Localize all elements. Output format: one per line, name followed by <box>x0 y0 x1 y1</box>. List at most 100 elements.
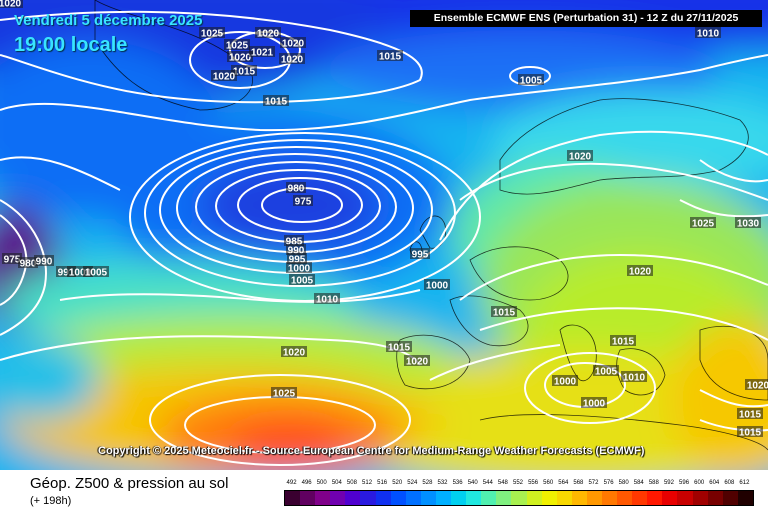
isobar-label: 1025 <box>273 389 296 400</box>
isobar-label: 1015 <box>612 337 635 348</box>
color-scale-swatch <box>662 491 678 505</box>
color-scale-label: 608 <box>724 480 735 486</box>
isobar-label-bg <box>593 365 619 376</box>
isobar-label: 1020 <box>0 0 22 10</box>
isobar-label: 1015 <box>265 97 288 108</box>
isobar-label-bg <box>255 27 281 38</box>
isobar-label-bg <box>271 387 297 398</box>
color-scale-label: 512 <box>362 480 373 486</box>
isobar-label: 1030 <box>737 219 760 230</box>
color-scale-bar <box>284 490 754 506</box>
forecast-time: 19:00 locale <box>14 34 128 56</box>
isobar-label-bg <box>199 27 225 38</box>
isobar-label: 1010 <box>697 29 720 40</box>
isobar-label-bg <box>737 408 763 419</box>
color-scale-swatch <box>405 491 421 505</box>
isobar-label-bg <box>410 248 430 259</box>
isobar-label: 1020 <box>257 29 280 40</box>
color-scale-label: 596 <box>679 480 690 486</box>
color-scale-label: 532 <box>437 480 448 486</box>
color-scale-swatch <box>632 491 648 505</box>
isobar-label-bg <box>263 95 289 106</box>
isobar-label-bg <box>18 257 38 268</box>
isobar-label: 1000 <box>69 268 92 279</box>
isobar-label-bg <box>280 37 306 48</box>
isobar-label-bg <box>284 235 304 246</box>
color-scale-label: 524 <box>407 480 418 486</box>
color-scale-label: 504 <box>331 480 342 486</box>
color-scale-label: 544 <box>482 480 493 486</box>
color-scale-swatch <box>526 491 542 505</box>
isobar-label: 1000 <box>554 377 577 388</box>
isobar-label: 1015 <box>493 308 516 319</box>
color-scale-label: 536 <box>452 480 463 486</box>
color-scale-label: 612 <box>739 480 750 486</box>
isobar-label: 991 <box>58 268 75 279</box>
isobar-label: 995 <box>412 250 429 261</box>
isobar-label: 1021 <box>251 48 274 59</box>
color-scale-swatch <box>571 491 587 505</box>
isobar-label: 975 <box>295 197 312 208</box>
isobar-label: 1015 <box>379 52 402 63</box>
isobar-label-bg <box>34 255 54 266</box>
color-scale-swatch <box>300 491 316 505</box>
isobar-label-bg <box>690 217 716 228</box>
isobar-label: 1000 <box>288 264 311 275</box>
isobar-label: 1005 <box>520 76 543 87</box>
isobar-label: 980 <box>20 259 37 270</box>
color-scale-swatch <box>677 491 693 505</box>
color-scale-swatch <box>375 491 391 505</box>
isobar-label-bg <box>386 341 412 352</box>
isobar-label-bg <box>231 65 257 76</box>
color-scale-swatch <box>586 491 602 505</box>
color-scale-label: 604 <box>709 480 720 486</box>
isobar-label-bg <box>56 266 76 277</box>
color-scale-swatch <box>692 491 708 505</box>
isobar-label: 1015 <box>739 428 762 439</box>
color-scale-label: 564 <box>558 480 569 486</box>
color-scale-label: 580 <box>618 480 629 486</box>
color-scale-label: 516 <box>377 480 388 486</box>
isobar-label-bg <box>67 266 93 277</box>
color-scale-swatch <box>737 491 753 505</box>
geopotential-field <box>0 0 768 470</box>
color-scale-label: 548 <box>497 480 508 486</box>
color-scale-swatch <box>330 491 346 505</box>
isobar-label-bg <box>518 74 544 85</box>
isobar-label: 990 <box>36 257 53 268</box>
color-scale-swatch <box>390 491 406 505</box>
color-scale-label: 508 <box>346 480 357 486</box>
isobar-label-bg <box>377 50 403 61</box>
color-scale-label: 592 <box>663 480 674 486</box>
isobar-label-bg <box>224 39 250 50</box>
color-scale-label: 520 <box>392 480 403 486</box>
isobar-label-bg <box>2 253 22 264</box>
isobar-label-bg <box>286 182 306 193</box>
color-scale-swatch <box>360 491 376 505</box>
isobar-label: 1000 <box>583 399 606 410</box>
color-scale-swatch <box>315 491 331 505</box>
forecast-range: (+ 198h) <box>30 495 72 507</box>
isobar-label-bg <box>314 293 340 304</box>
isobar-label-bg <box>621 371 647 382</box>
isobar-label-bg <box>293 195 313 206</box>
isobar-label: 1020 <box>569 152 592 163</box>
isobar-label-bg <box>83 266 109 277</box>
color-scale-swatch <box>707 491 723 505</box>
color-scale-label: 576 <box>603 480 614 486</box>
color-scale-swatch <box>496 491 512 505</box>
color-scale-swatch <box>285 491 301 505</box>
color-scale-swatch <box>511 491 527 505</box>
isobar-label: 1020 <box>229 53 252 64</box>
color-scale-swatch <box>541 491 557 505</box>
isobar-label-bg <box>279 53 305 64</box>
isobar-label: 1020 <box>406 357 429 368</box>
isobar-label: 1025 <box>201 29 224 40</box>
color-scale-label: 600 <box>694 480 705 486</box>
isobar-label-bg <box>404 355 430 366</box>
isobar-label-bg <box>745 379 768 390</box>
color-scale-label: 540 <box>467 480 478 486</box>
isobar-label-bg <box>627 265 653 276</box>
isobar-label-bg <box>552 375 578 386</box>
